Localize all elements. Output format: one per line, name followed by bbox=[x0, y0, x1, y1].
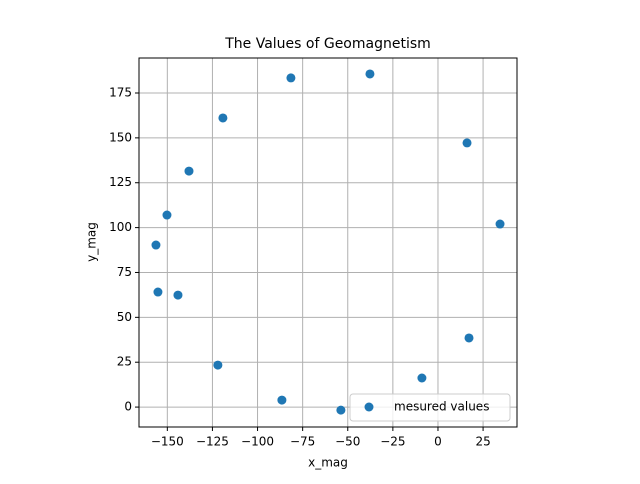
scatter-point bbox=[417, 373, 427, 383]
y-tick-label: 0 bbox=[124, 400, 132, 414]
y-tick-label: 25 bbox=[117, 355, 132, 369]
x-tick-label: −50 bbox=[335, 435, 360, 449]
y-tick-label: 50 bbox=[117, 310, 132, 324]
scatter-point bbox=[464, 333, 474, 343]
y-axis-label: y_mag bbox=[85, 222, 99, 262]
x-tick-label: −125 bbox=[196, 435, 229, 449]
scatter-point bbox=[162, 210, 172, 220]
legend-box bbox=[349, 393, 511, 422]
scatter-point bbox=[173, 290, 183, 300]
legend-label: mesured values bbox=[394, 400, 489, 414]
scatter-point bbox=[213, 360, 223, 370]
scatter-point bbox=[462, 138, 472, 148]
x-tick-label: −25 bbox=[380, 435, 405, 449]
y-tick-label: 75 bbox=[117, 265, 132, 279]
y-tick-label: 100 bbox=[109, 220, 132, 234]
scatter-point bbox=[151, 240, 161, 250]
x-tick-label: −100 bbox=[241, 435, 274, 449]
y-tick-label: 125 bbox=[109, 175, 132, 189]
scatter-point bbox=[277, 395, 287, 405]
x-tick-label: 0 bbox=[434, 435, 442, 449]
y-tick-label: 150 bbox=[109, 130, 132, 144]
scatter-point bbox=[495, 219, 505, 229]
scatter-point bbox=[336, 405, 346, 415]
scatter-point bbox=[153, 287, 163, 297]
scatter-point bbox=[184, 166, 194, 176]
x-tick-label: −150 bbox=[151, 435, 184, 449]
scatter-point bbox=[365, 69, 375, 79]
x-tick-label: 25 bbox=[475, 435, 490, 449]
x-tick-label: −75 bbox=[290, 435, 315, 449]
x-axis-label: x_mag bbox=[308, 456, 348, 470]
scatter-point bbox=[218, 113, 228, 123]
legend-marker bbox=[364, 402, 374, 412]
y-tick-label: 175 bbox=[109, 85, 132, 99]
plot-frame bbox=[138, 57, 518, 428]
scatter-point bbox=[286, 73, 296, 83]
chart-title: The Values of Geomagnetism bbox=[224, 36, 431, 52]
